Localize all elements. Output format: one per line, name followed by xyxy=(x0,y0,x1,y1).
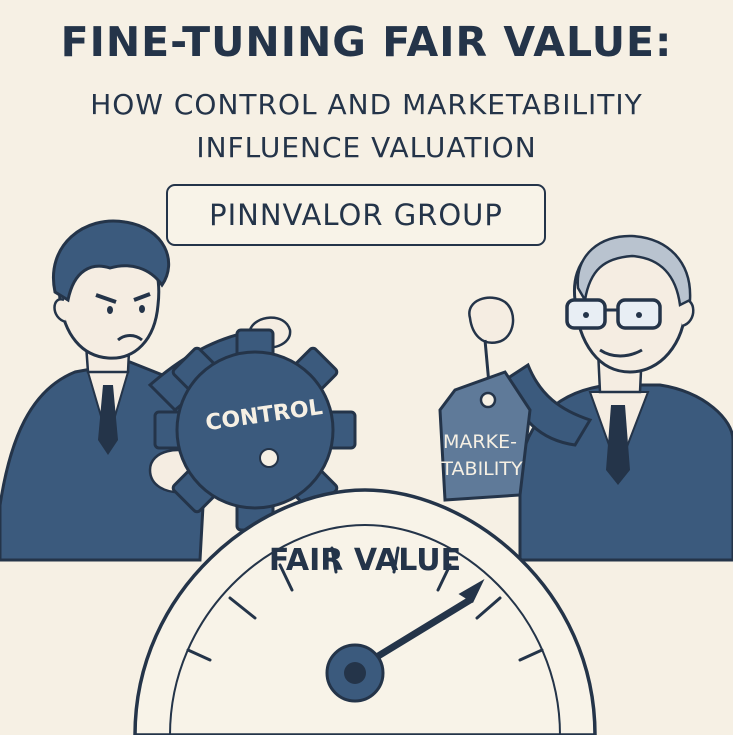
subtitle-line-1: HOW CONTROL AND MARKETABILITIY xyxy=(90,88,643,121)
marketability-tag xyxy=(438,339,532,502)
tag-label-line2: TABILITY xyxy=(440,458,523,480)
brand-badge: PINNVALOR GROUP xyxy=(166,184,546,246)
page-title: FINE-TUNING FAIR VALUE: xyxy=(60,18,673,66)
fair-value-gauge xyxy=(133,488,597,735)
brand-name: PINNVALOR GROUP xyxy=(209,198,503,232)
subtitle-line-2: INFLUENCE VALUATION xyxy=(196,131,537,164)
tag-label-line1: MARKE- xyxy=(443,431,517,453)
right-businessman xyxy=(468,234,733,562)
gauge-label: FAIR VALUE xyxy=(269,543,461,578)
gauge-ticks xyxy=(186,546,544,662)
control-gear xyxy=(153,328,357,532)
